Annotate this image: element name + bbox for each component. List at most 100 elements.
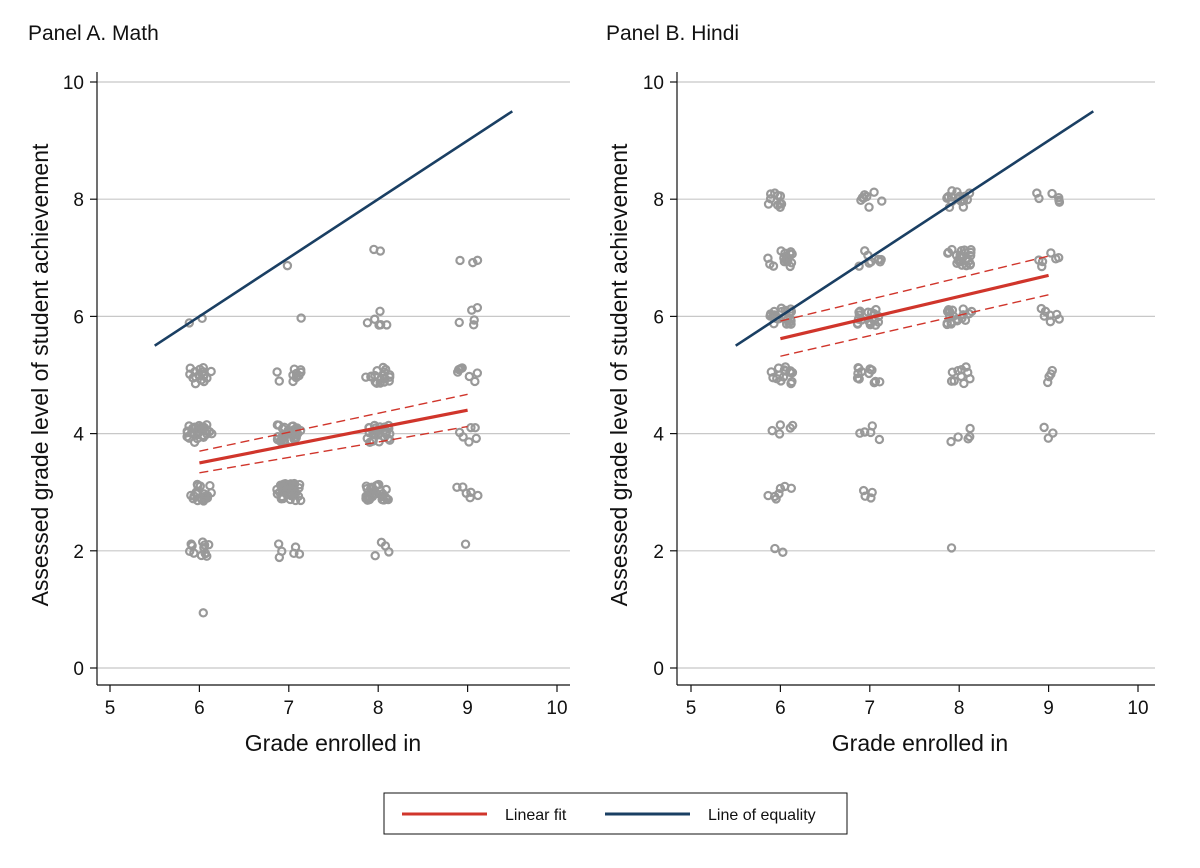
panel-title: Panel A. Math: [28, 22, 159, 45]
data-point: [458, 482, 468, 492]
data-point: [870, 320, 881, 330]
data-point: [1046, 369, 1056, 379]
data-point: [942, 193, 952, 203]
data-point: [953, 432, 963, 442]
data-point: [860, 491, 870, 501]
data-point: [949, 376, 959, 386]
data-point: [943, 305, 954, 315]
data-point: [205, 480, 215, 491]
data-point: [189, 491, 199, 501]
data-point: [196, 422, 207, 432]
data-point: [787, 376, 797, 387]
panel-a: Panel A. Math Assessed grade level of st…: [27, 22, 570, 756]
panel-b: Panel B. Hindi Assessed grade level of s…: [606, 22, 1155, 756]
x-axis-label: Grade enrolled in: [245, 730, 421, 756]
data-point: [192, 479, 203, 490]
data-point: [774, 429, 785, 439]
y-tick-label: 10: [643, 73, 664, 94]
data-point: [785, 261, 795, 272]
confidence-band-lower: [780, 294, 1049, 357]
data-point: [370, 370, 380, 381]
data-point: [294, 370, 304, 381]
y-tick-label: 4: [73, 425, 84, 446]
data-point: [381, 484, 391, 495]
data-point: [375, 378, 385, 388]
data-point: [362, 318, 373, 328]
data-point: [780, 481, 790, 492]
y-tick-label: 0: [73, 659, 84, 680]
data-point: [207, 429, 217, 439]
data-point: [780, 248, 790, 258]
data-point: [864, 202, 874, 212]
data-point: [469, 315, 479, 325]
data-point: [862, 191, 872, 202]
data-point: [866, 427, 876, 438]
data-point: [375, 320, 386, 330]
data-point: [965, 374, 975, 384]
x-tick-label: 5: [686, 698, 697, 719]
data-point: [855, 428, 865, 438]
data-point: [859, 427, 870, 437]
line-of-equality: [153, 110, 514, 347]
data-point: [185, 363, 195, 373]
data-point: [965, 250, 976, 261]
data-point: [853, 368, 863, 379]
data-point: [946, 543, 957, 553]
data-point: [198, 608, 208, 618]
data-point: [382, 320, 392, 330]
gridlines: [677, 81, 1155, 669]
data-point: [296, 495, 306, 506]
data-point: [296, 313, 306, 323]
data-point: [1046, 248, 1056, 258]
data-point: [277, 546, 287, 557]
data-point: [1039, 422, 1049, 433]
data-point: [763, 490, 773, 501]
x-tick-label: 9: [462, 698, 473, 719]
data-point: [190, 378, 201, 389]
data-point: [958, 304, 968, 314]
data-point: [272, 367, 282, 377]
data-point: [454, 317, 464, 328]
x-tick-label: 10: [1127, 698, 1148, 719]
data-point: [466, 487, 476, 498]
data-point: [947, 305, 958, 315]
data-point: [361, 372, 371, 382]
data-point: [472, 368, 483, 378]
data-point: [189, 437, 200, 447]
x-tick-label: 10: [546, 698, 567, 719]
data-point: [877, 196, 887, 206]
data-point: [952, 316, 962, 326]
data-point: [375, 246, 386, 256]
data-point: [1043, 433, 1054, 443]
data-point: [1053, 252, 1064, 263]
data-point: [774, 370, 785, 380]
data-point: [766, 367, 776, 377]
data-point: [362, 495, 373, 505]
y-tick-label: 6: [73, 307, 84, 328]
data-point: [199, 491, 210, 502]
data-point: [1048, 428, 1058, 438]
data-point: [383, 433, 393, 444]
data-point: [200, 548, 210, 558]
data-point: [470, 376, 480, 387]
data-point: [375, 306, 385, 317]
data-point: [460, 539, 471, 549]
data-point: [185, 369, 195, 379]
data-point: [874, 434, 885, 445]
y-tick-label: 2: [73, 542, 84, 563]
data-point: [1052, 309, 1062, 320]
data-point: [857, 192, 868, 203]
data-point: [464, 371, 475, 382]
data-point: [274, 420, 284, 430]
data-point: [188, 423, 198, 433]
data-point: [787, 420, 798, 431]
data-point: [865, 364, 875, 374]
data-point: [958, 202, 969, 212]
linear-fit-line: [199, 408, 468, 465]
data-point: [466, 422, 476, 433]
data-point: [943, 247, 954, 258]
data-point: [952, 187, 962, 197]
x-tick-label: 6: [775, 698, 786, 719]
data-point: [956, 371, 966, 382]
data-point: [778, 547, 788, 557]
